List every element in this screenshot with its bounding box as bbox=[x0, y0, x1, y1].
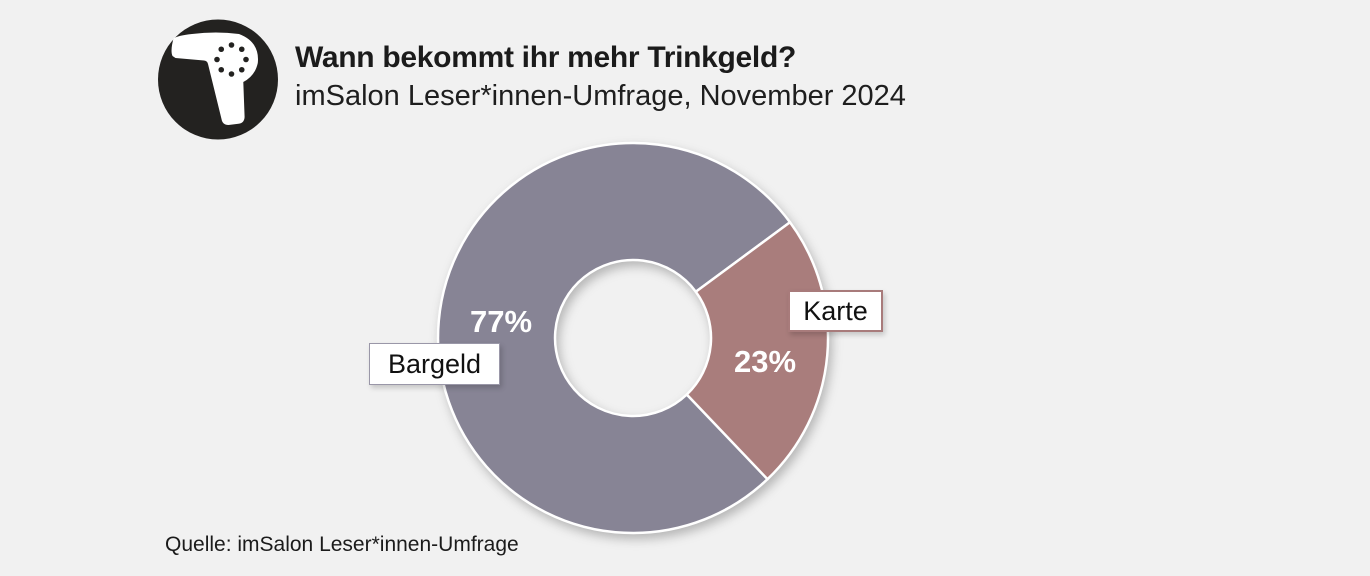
karte-percent-label: 23% bbox=[733, 344, 797, 379]
chart-subtitle: imSalon Leser*innen-Umfrage, November 20… bbox=[295, 80, 906, 112]
imsalon-logo bbox=[158, 18, 278, 141]
karte-category-label: Karte bbox=[788, 290, 883, 332]
hairdryer-icon bbox=[158, 19, 278, 140]
karte-label-text: Karte bbox=[803, 295, 868, 326]
bargeld-percent-label: 77% bbox=[469, 304, 533, 339]
source-note: Quelle: imSalon Leser*innen-Umfrage bbox=[165, 533, 519, 556]
bargeld-slice bbox=[436, 141, 792, 535]
bargeld-label-text: Bargeld bbox=[387, 348, 482, 379]
chart-title: Wann bekommt ihr mehr Trinkgeld? bbox=[295, 41, 797, 74]
bargeld-category-label: Bargeld bbox=[369, 343, 500, 385]
